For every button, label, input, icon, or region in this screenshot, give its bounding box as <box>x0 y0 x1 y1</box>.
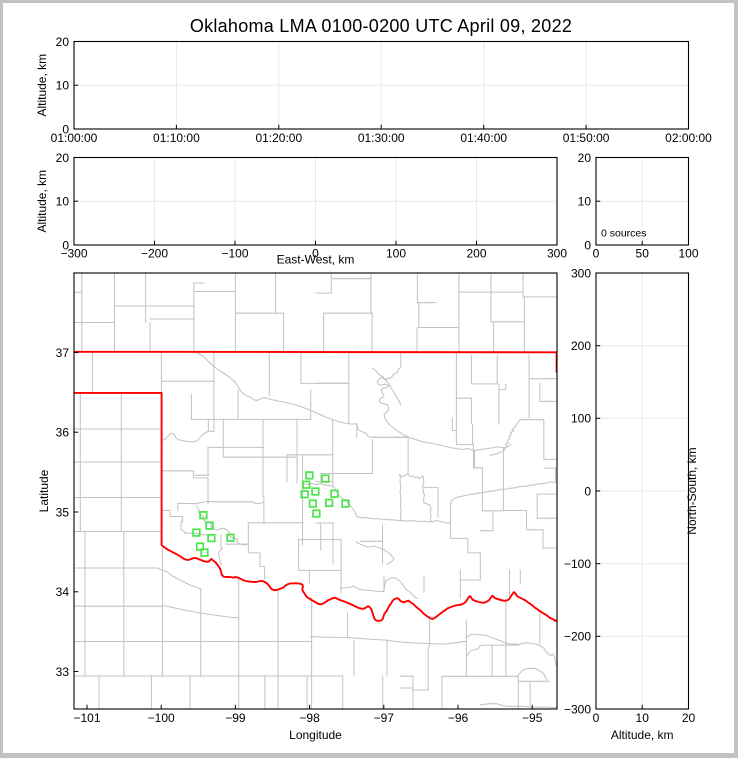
svg-text:Longitude: Longitude <box>289 728 342 742</box>
svg-text:−200: −200 <box>564 630 591 644</box>
svg-text:−98: −98 <box>299 711 320 725</box>
svg-text:100: 100 <box>678 247 698 261</box>
svg-text:02:00:00: 02:00:00 <box>665 131 712 145</box>
svg-text:200: 200 <box>466 247 486 261</box>
svg-text:34: 34 <box>56 585 70 599</box>
svg-text:Latitude: Latitude <box>37 469 51 512</box>
svg-text:0: 0 <box>62 238 69 252</box>
svg-text:01:50:00: 01:50:00 <box>563 131 610 145</box>
svg-text:20: 20 <box>56 35 70 49</box>
svg-text:10: 10 <box>56 79 70 93</box>
svg-text:300: 300 <box>571 266 591 280</box>
svg-text:10: 10 <box>636 711 650 725</box>
svg-text:Oklahoma LMA 0100-0200 UTC Apr: Oklahoma LMA 0100-0200 UTC April 09, 202… <box>190 16 572 36</box>
svg-text:−100: −100 <box>221 247 248 261</box>
svg-text:200: 200 <box>571 339 591 353</box>
svg-text:−300: −300 <box>564 702 591 716</box>
svg-text:10: 10 <box>578 195 592 209</box>
svg-text:35: 35 <box>56 505 70 519</box>
svg-text:0 sources: 0 sources <box>601 228 647 240</box>
svg-text:20: 20 <box>682 711 696 725</box>
svg-text:−96: −96 <box>448 711 469 725</box>
svg-text:0: 0 <box>593 711 600 725</box>
svg-text:−100: −100 <box>564 557 591 571</box>
svg-text:0: 0 <box>312 247 319 261</box>
svg-text:−200: −200 <box>141 247 168 261</box>
svg-text:01:00:00: 01:00:00 <box>51 131 98 145</box>
svg-text:Altitude, km: Altitude, km <box>35 54 49 117</box>
svg-text:36: 36 <box>56 426 70 440</box>
svg-text:01:20:00: 01:20:00 <box>255 131 302 145</box>
svg-text:20: 20 <box>56 151 70 165</box>
svg-text:−101: −101 <box>73 711 100 725</box>
svg-text:0: 0 <box>593 247 600 261</box>
svg-text:01:30:00: 01:30:00 <box>358 131 405 145</box>
svg-text:33: 33 <box>56 665 70 679</box>
svg-text:Altitude, km: Altitude, km <box>611 728 674 742</box>
svg-text:0: 0 <box>62 122 69 136</box>
svg-text:37: 37 <box>56 346 70 360</box>
svg-text:−100: −100 <box>148 711 175 725</box>
svg-text:−99: −99 <box>225 711 246 725</box>
svg-text:300: 300 <box>547 247 567 261</box>
svg-text:50: 50 <box>636 247 650 261</box>
svg-text:01:40:00: 01:40:00 <box>460 131 507 145</box>
svg-text:100: 100 <box>571 412 591 426</box>
svg-text:0: 0 <box>584 484 591 498</box>
svg-text:North-South, km: North-South, km <box>685 447 699 534</box>
svg-text:East-West, km: East-West, km <box>277 253 355 267</box>
svg-text:10: 10 <box>56 195 70 209</box>
svg-text:−300: −300 <box>60 247 87 261</box>
svg-text:01:10:00: 01:10:00 <box>153 131 200 145</box>
svg-text:−97: −97 <box>374 711 395 725</box>
svg-text:100: 100 <box>386 247 406 261</box>
svg-text:−95: −95 <box>522 711 543 725</box>
svg-text:20: 20 <box>578 151 592 165</box>
svg-text:0: 0 <box>584 238 591 252</box>
svg-text:Altitude, km: Altitude, km <box>35 170 49 233</box>
